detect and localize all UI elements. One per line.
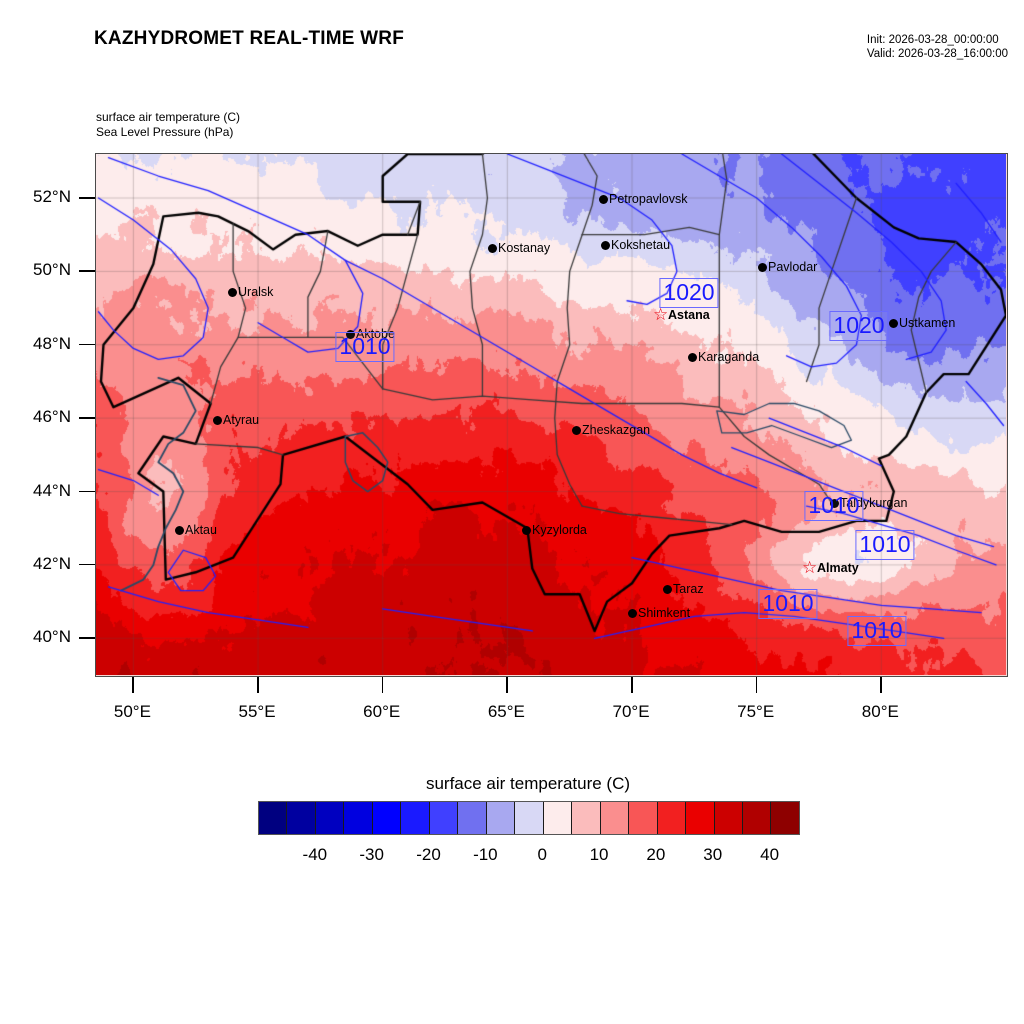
temperature-colorbar [258, 801, 800, 835]
isobar-label: 1010 [847, 616, 907, 646]
field-label-block: surface air temperature (C) Sea Level Pr… [96, 110, 240, 140]
init-time: Init: 2026-03-28_00:00:00 [866, 34, 999, 46]
model-run-info: Init: 2026-03-28_00:00:00 Valid: 2026-03… [867, 33, 1008, 61]
colorbar-tick-label: -20 [416, 845, 441, 864]
longitude-tick [880, 677, 882, 693]
latitude-tick [79, 417, 95, 419]
colorbar-swatch [515, 802, 544, 834]
valid-time: Valid: 2026-03-28_16:00:00 [866, 48, 1008, 60]
colorbar-swatch [657, 802, 687, 834]
longitude-label: 70°E [612, 702, 650, 721]
colorbar-swatch [742, 802, 772, 834]
isobar-label: 1010 [335, 332, 395, 362]
isobar-label: 1020 [829, 311, 889, 341]
latitude-tick [79, 270, 95, 272]
colorbar-tick-label: -10 [473, 845, 498, 864]
colorbar-tick-label: 30 [703, 845, 723, 864]
colorbar-swatch [344, 802, 373, 834]
longitude-label: 60°E [363, 702, 401, 721]
isobar-label: 1010 [758, 589, 818, 619]
colorbar-swatch [600, 802, 630, 834]
latitude-tick [79, 343, 95, 346]
colorbar-swatch [458, 802, 487, 834]
colorbar-swatch [315, 802, 345, 834]
field-label-temperature: surface air temperature (C) [96, 110, 241, 124]
colorbar-tick-label: -30 [359, 845, 384, 864]
isobar-label: 1010 [804, 491, 864, 521]
colorbar-swatch [771, 802, 799, 834]
longitude-label: 75°E [737, 702, 775, 721]
colorbar-swatch [429, 802, 459, 834]
latitude-label: 44°N [33, 480, 71, 500]
colorbar-tick-label: 10 [589, 845, 609, 864]
latitude-tick [79, 490, 95, 493]
longitude-label: 50°E [113, 702, 151, 721]
latitude-label: 42°N [33, 553, 71, 573]
colorbar-tick-label: 20 [646, 845, 666, 864]
latitude-tick [79, 563, 95, 566]
page-title: KAZHYDROMET REAL-TIME WRF [94, 28, 405, 49]
colorbar-swatch [401, 802, 430, 834]
longitude-tick [132, 677, 134, 693]
colorbar-swatch [572, 802, 601, 834]
colorbar-swatch [629, 802, 658, 834]
longitude-tick [506, 677, 508, 693]
colorbar-swatch [543, 802, 573, 834]
longitude-tick [381, 677, 384, 693]
latitude-label: 40°N [33, 627, 71, 647]
latitude-label: 46°N [33, 407, 71, 427]
field-label-pressure: Sea Level Pressure (hPa) [96, 125, 234, 139]
colorbar-tick-label: 0 [537, 845, 547, 864]
colorbar-tick-label: 40 [760, 845, 780, 864]
latitude-label: 50°N [33, 260, 71, 280]
latitude-tick [79, 637, 95, 639]
longitude-label: 55°E [238, 702, 276, 721]
longitude-tick [257, 677, 259, 693]
colorbar-swatch [259, 802, 288, 834]
latitude-label: 48°N [33, 333, 71, 353]
longitude-tick [755, 677, 758, 693]
latitude-tick [79, 197, 95, 199]
colorbar-swatch [287, 802, 316, 834]
colorbar-swatch [686, 802, 715, 834]
colorbar-tick-label: -40 [302, 845, 328, 864]
weather-map[interactable]: Petropavlovsk Kostanay Kokshetau Pavlodar ☆ A… [95, 153, 1008, 677]
longitude-label: 65°E [487, 702, 525, 721]
colorbar-swatch [372, 802, 402, 834]
isobar-label: 1020 [659, 278, 719, 308]
colorbar-swatch [486, 802, 516, 834]
colorbar-swatch [714, 802, 743, 834]
isobar-label: 1010 [855, 530, 915, 560]
colorbar-title: surface air temperature (C) [425, 774, 631, 793]
map-overlay-borders-isobars [96, 154, 1006, 675]
latitude-label: 52°N [33, 187, 71, 207]
longitude-label: 80°E [861, 702, 899, 721]
longitude-tick [631, 677, 633, 693]
